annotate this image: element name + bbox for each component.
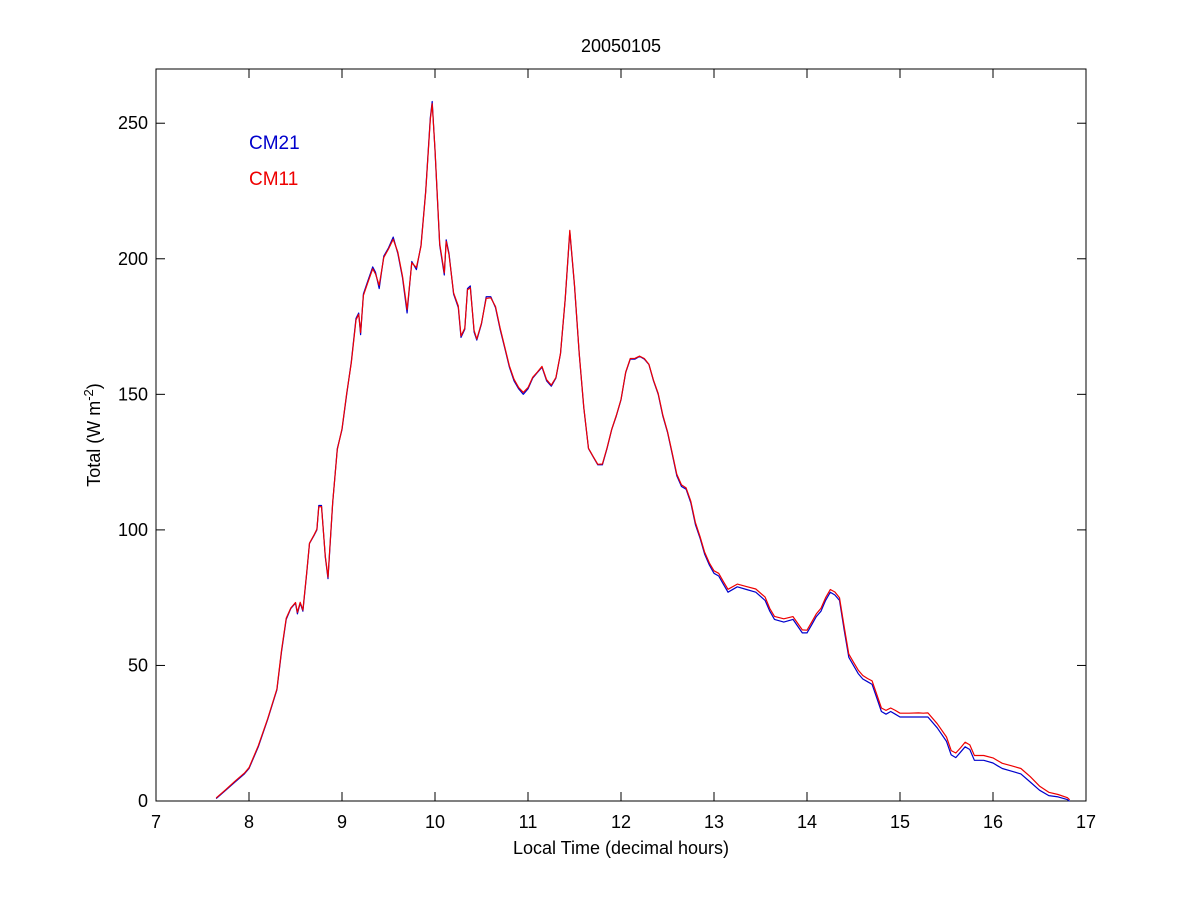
plot-area — [155, 68, 1087, 802]
y-axis-label: Total (W m-2) — [81, 383, 104, 487]
series-layer — [215, 100, 1070, 802]
x-tick-label: 14 — [797, 812, 817, 832]
x-axis-label: Local Time (decimal hours) — [513, 838, 729, 858]
y-tick-label: 0 — [138, 791, 148, 811]
x-tick-label: 15 — [890, 812, 910, 832]
x-tick-label: 17 — [1076, 812, 1096, 832]
x-tick-label: 16 — [983, 812, 1003, 832]
x-tick-label: 12 — [611, 812, 631, 832]
chart-title: 20050105 — [581, 36, 661, 56]
x-tick-label: 10 — [425, 812, 445, 832]
y-tick-label: 200 — [118, 249, 148, 269]
y-tick-label: 150 — [118, 384, 148, 404]
legend-entry-cm21: CM21 — [249, 133, 300, 154]
x-tick-label: 9 — [337, 812, 347, 832]
x-tick-label: 11 — [519, 812, 538, 832]
x-tick-label: 8 — [244, 812, 254, 832]
x-tick-label: 7 — [151, 812, 161, 832]
y-axis-label-superscript: -2 — [81, 389, 96, 401]
y-tick-label: 250 — [118, 113, 148, 133]
y-axis-label-main: Total (W m — [84, 401, 104, 487]
y-tick-label: 100 — [118, 520, 148, 540]
x-tick-label: 13 — [704, 812, 724, 832]
y-tick-label: 50 — [128, 655, 148, 675]
ticks-layer: 7 8 9 10 11 12 13 14 15 16 17 0 50 100 150 200 250 — [118, 69, 1096, 832]
y-axis-label-close: ) — [84, 383, 104, 389]
series-line-cm11 — [215, 103, 1070, 801]
legend-entry-cm11: CM11 — [249, 169, 298, 190]
